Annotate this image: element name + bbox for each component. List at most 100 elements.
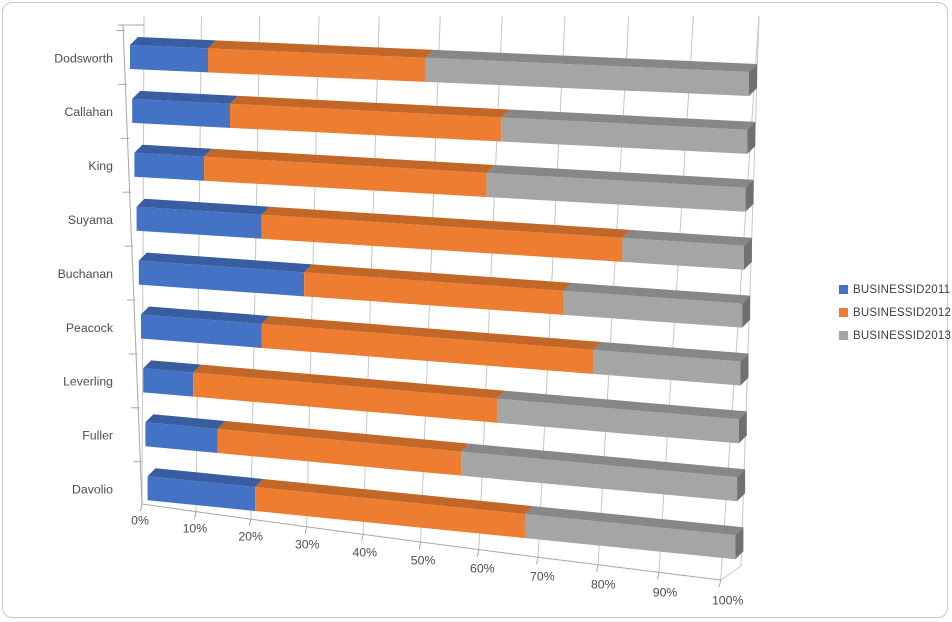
category-label-dodsworth: Dodsworth xyxy=(54,51,113,65)
bar-segment-leverling-businessid2013[interactable] xyxy=(496,398,739,444)
bar-top-peacock-businessid2012 xyxy=(261,315,602,350)
bar-segment-peacock-businessid2013[interactable] xyxy=(593,349,741,386)
value-axis-label-100: 100% xyxy=(712,594,744,608)
legend-label-businessid2013: BUSINESSID2013 xyxy=(853,329,952,342)
bar-segment-king-businessid2013[interactable] xyxy=(486,172,746,212)
value-axis-tick xyxy=(194,511,197,519)
bar-endcap-davolio xyxy=(735,527,744,560)
bar-segment-fuller-businessid2013[interactable] xyxy=(461,451,738,502)
bar-segment-peacock-businessid2012[interactable] xyxy=(261,323,594,374)
bar-segment-callahan-businessid2011[interactable] xyxy=(132,98,231,128)
bar-top-suyama-businessid2013 xyxy=(622,229,752,246)
bar-segment-peacock-businessid2011[interactable] xyxy=(141,314,262,348)
category-label-callahan: Callahan xyxy=(64,105,113,119)
bar-segment-buchanan-businessid2011[interactable] xyxy=(138,260,305,297)
value-axis-label-10: 10% xyxy=(183,522,208,536)
value-axis-label-50: 50% xyxy=(411,554,436,568)
bar-top-leverling-businessid2013 xyxy=(496,390,747,420)
category-label-davolio: Davolio xyxy=(72,483,113,497)
value-axis-label-60: 60% xyxy=(470,562,495,576)
bar-segment-davolio-businessid2012[interactable] xyxy=(255,486,525,539)
value-axis-tick xyxy=(718,579,722,588)
bar-segment-dodsworth-businessid2011[interactable] xyxy=(130,45,208,73)
value-axis-label-70: 70% xyxy=(530,570,555,584)
legend-swatch-businessid2011 xyxy=(839,285,848,294)
bar-endcap-fuller xyxy=(737,469,746,502)
bar-segment-fuller-businessid2012[interactable] xyxy=(217,429,462,476)
bar-top-callahan-businessid2013 xyxy=(501,109,756,130)
bar-segment-davolio-businessid2013[interactable] xyxy=(524,514,736,560)
bar-segment-leverling-businessid2012[interactable] xyxy=(193,372,497,423)
legend: BUSINESSID2011 BUSINESSID2012 BUSINESSID… xyxy=(839,283,951,342)
bar-top-davolio-businessid2012 xyxy=(255,478,533,515)
legend-item-businessid2011[interactable]: BUSINESSID2011 xyxy=(839,283,951,296)
bar-top-king-businessid2011 xyxy=(134,144,213,157)
bar-endcap-callahan xyxy=(747,121,756,154)
category-label-fuller: Fuller xyxy=(82,429,113,443)
value-axis-label-40: 40% xyxy=(352,546,377,560)
bar-segment-suyama-businessid2011[interactable] xyxy=(136,206,262,239)
bar-segment-buchanan-businessid2012[interactable] xyxy=(304,272,564,315)
bar-top-dodsworth-businessid2011 xyxy=(130,37,216,49)
bar-segment-king-businessid2011[interactable] xyxy=(134,152,205,181)
bar-top-king-businessid2012 xyxy=(204,148,495,173)
bar-endcap-king xyxy=(745,179,754,212)
bar-segment-dodsworth-businessid2012[interactable] xyxy=(207,48,426,82)
bar-segment-leverling-businessid2011[interactable] xyxy=(143,368,194,397)
bar-segment-fuller-businessid2011[interactable] xyxy=(145,422,218,454)
legend-label-businessid2012: BUSINESSID2012 xyxy=(853,306,952,319)
value-axis-tick xyxy=(596,564,599,572)
bar-endcap-leverling xyxy=(738,411,747,444)
bar-endcap-suyama xyxy=(743,237,752,270)
category-label-king: King xyxy=(88,159,113,173)
bar-top-peacock-businessid2013 xyxy=(593,341,749,362)
bar-top-buchanan-businessid2013 xyxy=(563,282,751,304)
value-axis-label-80: 80% xyxy=(591,578,616,592)
bar-top-buchanan-businessid2012 xyxy=(304,264,572,291)
value-axis-tick xyxy=(418,541,422,550)
bar-endcap-buchanan xyxy=(742,295,751,328)
bar-top-peacock-businessid2011 xyxy=(141,306,270,324)
legend-swatch-businessid2012 xyxy=(839,308,848,317)
legend-item-businessid2012[interactable]: BUSINESSID2012 xyxy=(839,306,951,319)
bar-segment-suyama-businessid2012[interactable] xyxy=(261,214,623,262)
bar-top-leverling-businessid2011 xyxy=(143,360,202,373)
value-axis-label-0: 0% xyxy=(131,514,149,528)
plot-area: 0% 10% 20% 30% 40% 50% 60% 70% 80% 90% 100% Dodswor… xyxy=(54,15,760,608)
bar-segment-callahan-businessid2012[interactable] xyxy=(230,103,502,142)
value-axis-tick xyxy=(476,549,480,557)
bar-segment-davolio-businessid2011[interactable] xyxy=(147,476,256,511)
bar-segment-king-businessid2012[interactable] xyxy=(204,156,487,197)
legend-item-businessid2013[interactable]: BUSINESSID2013 xyxy=(839,329,951,342)
category-axis-line xyxy=(122,24,143,505)
value-axis-tick xyxy=(361,534,364,542)
bar-segment-suyama-businessid2013[interactable] xyxy=(622,237,744,270)
bar-top-dodsworth-businessid2012 xyxy=(207,40,434,58)
value-axis-tick xyxy=(248,519,252,527)
value-axis-tick xyxy=(656,572,660,580)
value-axis-label-90: 90% xyxy=(653,586,678,600)
category-label-buchanan: Buchanan xyxy=(58,267,114,281)
legend-swatch-businessid2013 xyxy=(839,331,848,340)
bar-top-davolio-businessid2011 xyxy=(147,468,264,487)
bar-top-suyama-businessid2011 xyxy=(136,198,270,215)
value-axis-tick xyxy=(140,503,143,512)
category-label-suyama: Suyama xyxy=(68,213,113,227)
bar-top-leverling-businessid2012 xyxy=(193,364,505,399)
value-axis-label-30: 30% xyxy=(295,538,320,552)
value-axis-tick xyxy=(304,526,308,534)
category-label-leverling: Leverling xyxy=(63,375,113,389)
bar-segment-callahan-businessid2013[interactable] xyxy=(501,117,748,154)
bar-top-fuller-businessid2011 xyxy=(145,414,226,430)
bar-top-callahan-businessid2012 xyxy=(230,95,510,118)
bar-top-suyama-businessid2012 xyxy=(261,206,631,238)
legend-label-businessid2011: BUSINESSID2011 xyxy=(853,283,951,296)
bar-top-davolio-businessid2013 xyxy=(524,506,744,536)
bar-endcap-dodsworth xyxy=(749,64,757,96)
bar-segment-buchanan-businessid2013[interactable] xyxy=(563,290,743,328)
category-label-peacock: Peacock xyxy=(66,321,114,335)
bar-top-fuller-businessid2012 xyxy=(217,421,470,452)
bar-top-fuller-businessid2013 xyxy=(461,443,746,478)
bar-segment-dodsworth-businessid2013[interactable] xyxy=(425,57,749,96)
